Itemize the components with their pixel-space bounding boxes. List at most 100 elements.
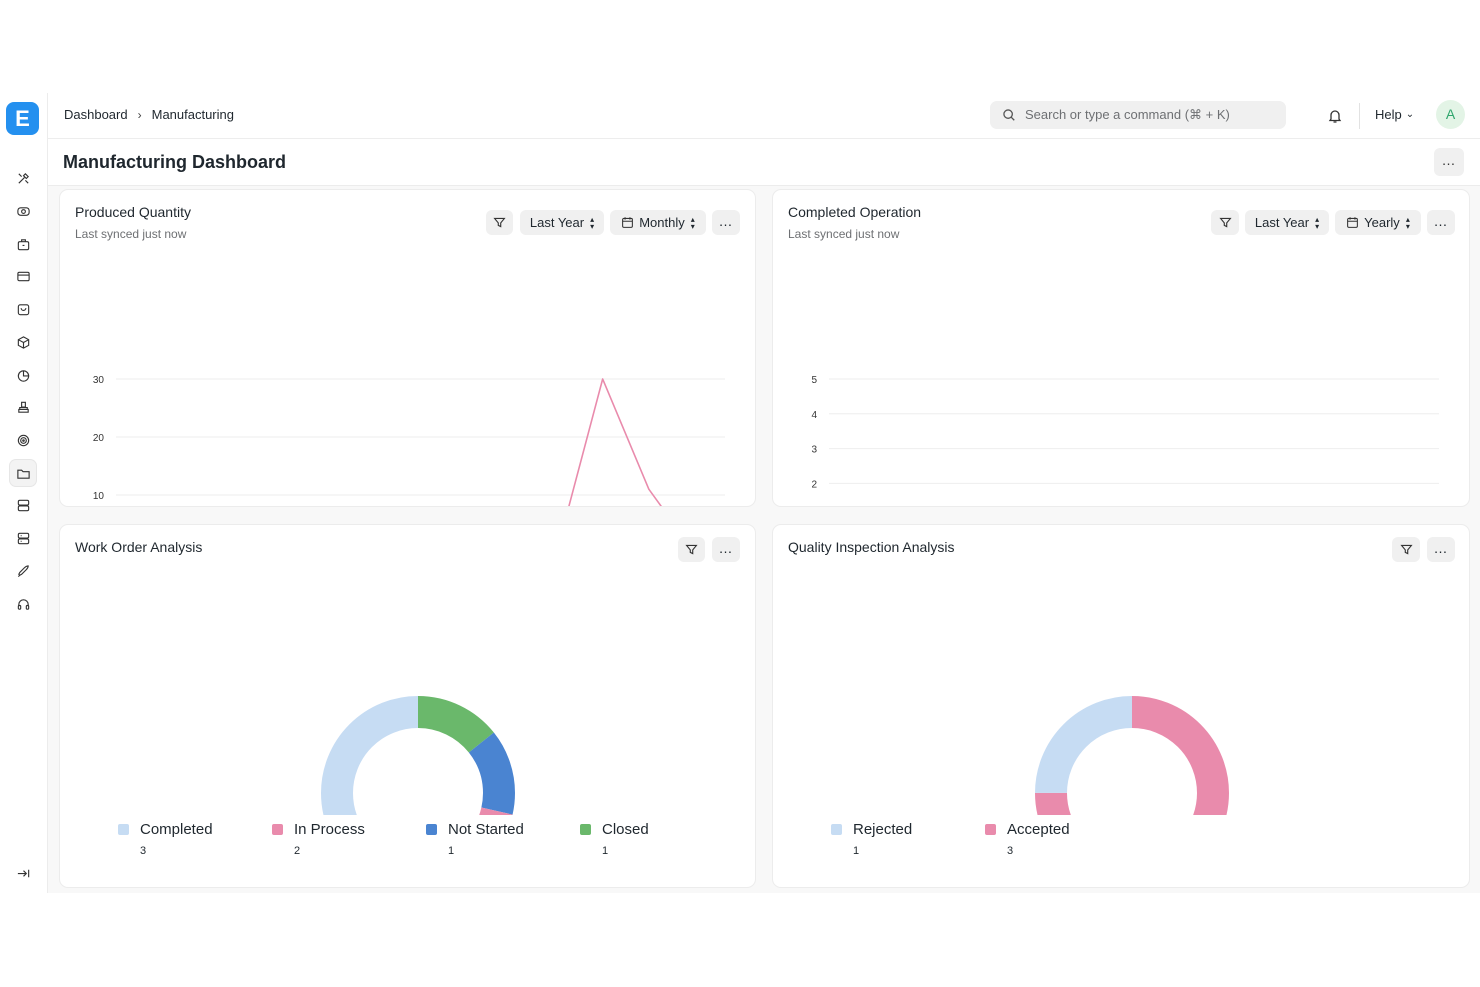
- eye-icon[interactable]: [10, 198, 36, 224]
- filter-icon: [685, 544, 698, 555]
- card-icon[interactable]: [10, 263, 36, 289]
- legend-swatch: [118, 824, 129, 835]
- briefcase-icon[interactable]: [10, 231, 36, 257]
- filter-button[interactable]: [678, 537, 705, 562]
- legend-item-in-process: In Process 2: [272, 821, 426, 857]
- chevron-down-icon: ⌄: [1405, 109, 1415, 120]
- filter-icon: [1218, 217, 1232, 228]
- top-navbar: Dashboard › Manufacturing Search or type…: [48, 93, 1480, 139]
- produced-quantity-chart: 0102030Feb 2024May 2024Aug 2024Nov 2024: [93, 375, 725, 506]
- legend-item-accepted: Accepted 3: [985, 821, 1139, 857]
- card-menu-button[interactable]: …: [1427, 210, 1455, 235]
- legend-value: 1: [853, 845, 860, 857]
- sort-arrows-icon: ▴ ▾: [590, 214, 595, 231]
- donut-slice: [1035, 696, 1229, 815]
- database-icon[interactable]: [10, 525, 36, 551]
- page-menu-button[interactable]: …: [1434, 148, 1464, 176]
- sort-arrows-icon: ▴ ▾: [1315, 214, 1320, 231]
- search-bar[interactable]: Search or type a command (⌘ + K): [990, 101, 1286, 129]
- range-select-label: Last Year: [529, 215, 585, 230]
- legend-item-completed: Completed 3: [118, 821, 272, 857]
- card-menu-button[interactable]: …: [712, 537, 740, 562]
- headset-icon[interactable]: [10, 591, 36, 617]
- legend-swatch: [580, 824, 591, 835]
- legend-label: Rejected: [853, 821, 913, 838]
- stamp-icon[interactable]: [10, 394, 36, 420]
- card-title: Completed Operation: [788, 204, 922, 220]
- legend-label: Accepted: [1007, 821, 1070, 838]
- app-logo[interactable]: E: [6, 102, 39, 135]
- server-icon[interactable]: [10, 492, 36, 518]
- legend-value: 3: [140, 845, 147, 857]
- legend-item-rejected: Rejected 1: [831, 821, 985, 857]
- legend-item-closed: Closed 1: [580, 821, 734, 857]
- chart-legend: Rejected 1 Accepted 3: [831, 821, 1139, 857]
- donut-slice: [321, 696, 515, 815]
- pie-icon[interactable]: [10, 362, 36, 388]
- search-placeholder: Search or type a command (⌘ + K): [1025, 107, 1230, 122]
- interval-select[interactable]: Monthly ▴ ▾: [610, 210, 706, 235]
- interval-select-label: Monthly: [639, 215, 685, 230]
- legend-label: Completed: [140, 821, 213, 838]
- filter-icon: [493, 217, 506, 228]
- card-title: Quality Inspection Analysis: [788, 539, 955, 555]
- collapse-icon[interactable]: [10, 860, 36, 886]
- filter-button[interactable]: [1392, 537, 1420, 562]
- user-avatar[interactable]: A: [1436, 100, 1465, 129]
- app-window: E: [0, 93, 1480, 893]
- cube-icon[interactable]: [10, 329, 36, 355]
- card-menu-button[interactable]: …: [712, 210, 740, 235]
- card-menu-button[interactable]: …: [1427, 537, 1455, 562]
- sidebar: E: [0, 93, 48, 893]
- folder-icon[interactable]: [10, 460, 36, 486]
- page-title: Manufacturing Dashboard: [63, 152, 287, 172]
- range-select[interactable]: Last Year ▴ ▾: [520, 210, 604, 235]
- produced-quantity-card: Produced Quantity Last synced just now L…: [59, 189, 756, 507]
- y-tick-label: 4: [811, 410, 817, 421]
- breadcrumb-manufacturing-link[interactable]: Manufacturing: [151, 107, 234, 122]
- help-dropdown[interactable]: Help ⌄: [1375, 107, 1414, 122]
- breadcrumb-dashboard-link[interactable]: Dashboard: [64, 107, 128, 122]
- calendar-icon: [622, 217, 634, 228]
- filter-button[interactable]: [486, 210, 513, 235]
- filter-icon: [1399, 544, 1413, 555]
- legend-label: Not Started: [448, 821, 524, 838]
- y-tick-label: 3: [811, 445, 817, 456]
- shopping-bag-icon[interactable]: [10, 296, 36, 322]
- legend-label: Closed: [602, 821, 649, 838]
- chevron-right-icon: ›: [137, 107, 142, 122]
- legend-value: 3: [1007, 845, 1014, 857]
- completed-operation-chart: 01234520242025: [811, 375, 1439, 490]
- legend-swatch: [272, 824, 283, 835]
- series-line: [568, 378, 662, 506]
- y-tick-label: 5: [811, 375, 817, 386]
- legend-value: 1: [602, 845, 609, 857]
- interval-select[interactable]: Yearly ▴ ▾: [1335, 210, 1421, 235]
- target-icon[interactable]: [10, 427, 36, 453]
- tools-icon[interactable]: [10, 165, 36, 191]
- page-header: Manufacturing Dashboard …: [48, 139, 1480, 186]
- chart-legend: Completed 3 In Process 2 Not Started 1 C…: [118, 821, 734, 857]
- sort-arrows-icon: ▴ ▾: [1405, 214, 1410, 231]
- rocket-icon[interactable]: [10, 558, 36, 584]
- y-tick-label: 2: [811, 479, 817, 490]
- quality-inspection-analysis-card: Quality Inspection Analysis … Rejected 1…: [772, 524, 1470, 888]
- calendar-icon: [1347, 217, 1359, 228]
- search-icon: [1003, 109, 1015, 121]
- range-select-label: Last Year: [1254, 215, 1310, 230]
- filter-button[interactable]: [1211, 210, 1239, 235]
- legend-swatch: [831, 824, 842, 835]
- range-select[interactable]: Last Year ▴ ▾: [1245, 210, 1329, 235]
- completed-operation-card: Completed Operation Last synced just now…: [772, 189, 1470, 507]
- sort-arrows-icon: ▴ ▾: [690, 214, 695, 231]
- help-label: Help: [1375, 107, 1402, 122]
- card-subtitle: Last synced just now: [788, 227, 900, 241]
- work-order-analysis-card: Work Order Analysis … Completed 3 In Pro…: [59, 524, 756, 888]
- card-title: Produced Quantity: [75, 204, 191, 220]
- legend-item-not-started: Not Started 1: [426, 821, 580, 857]
- notification-bell-icon[interactable]: [1324, 105, 1346, 127]
- legend-value: 2: [294, 845, 301, 857]
- y-tick-label: 10: [93, 491, 105, 502]
- legend-value: 1: [448, 845, 455, 857]
- donut-slice: [321, 696, 515, 815]
